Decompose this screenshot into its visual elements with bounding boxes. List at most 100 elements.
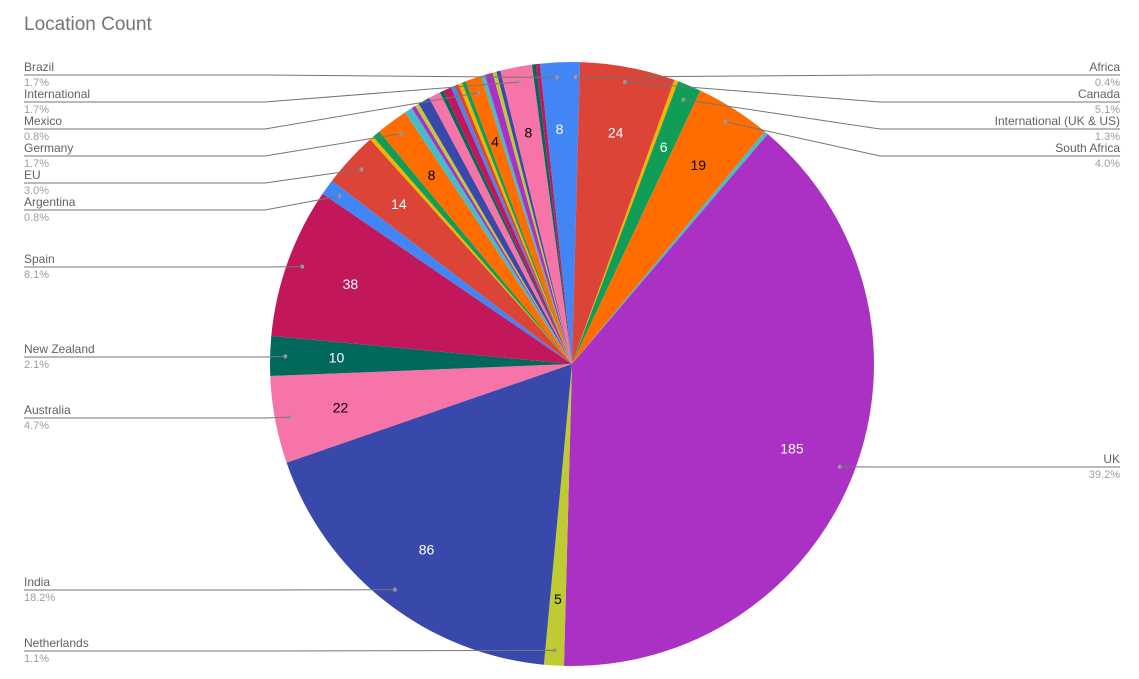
legend-label-percent: 0.4% bbox=[1095, 77, 1120, 89]
pie-slice[interactable] bbox=[415, 103, 572, 364]
legend-label-name: Brazil bbox=[24, 60, 54, 74]
legend-label-name: New Zealand bbox=[24, 342, 95, 356]
legend-label-name: Canada bbox=[1078, 87, 1120, 101]
legend-label-name: Germany bbox=[24, 141, 73, 155]
pie-slice-argentina[interactable] bbox=[322, 180, 572, 364]
pie-slice[interactable] bbox=[531, 64, 572, 365]
legend-label-percent: 4.7% bbox=[24, 420, 49, 432]
slice-value-label: 22 bbox=[333, 400, 349, 416]
leader-line bbox=[24, 195, 340, 211]
legend-label-percent: 1.7% bbox=[24, 158, 49, 170]
leader-line bbox=[625, 81, 1120, 103]
slice-value-label: 24 bbox=[608, 125, 624, 141]
pie-slice-eu[interactable] bbox=[332, 139, 572, 364]
legend-label-percent: 0.8% bbox=[24, 131, 49, 143]
legend-label-percent: 39.2% bbox=[1089, 469, 1120, 481]
legend-label-percent: 5.1% bbox=[1095, 104, 1120, 116]
slice-value-labels: 24 6 19 185 5 86 22 10 38 14 8 4 8 8 bbox=[329, 121, 804, 607]
pie-slice[interactable] bbox=[535, 63, 572, 365]
pie-slice-africa[interactable] bbox=[572, 62, 581, 364]
pie-slice[interactable] bbox=[462, 81, 572, 364]
pie-slice[interactable] bbox=[454, 84, 572, 364]
leader-line bbox=[24, 74, 557, 79]
pie-slice-australia[interactable] bbox=[270, 364, 572, 463]
leader-line bbox=[683, 99, 1120, 130]
pie-slice[interactable] bbox=[370, 136, 572, 364]
legend-label-percent: 0.8% bbox=[24, 212, 49, 224]
pie-slice[interactable] bbox=[411, 105, 572, 364]
slice-value-label: 38 bbox=[343, 276, 359, 292]
legend-label-percent: 1.3% bbox=[1095, 131, 1120, 143]
slice-value-label: 86 bbox=[419, 541, 435, 557]
pie-slice-international[interactable] bbox=[500, 64, 572, 364]
pie-slice-new-zealand[interactable] bbox=[270, 335, 572, 377]
leader-line bbox=[24, 81, 519, 103]
legend-label-percent: 3.0% bbox=[24, 185, 49, 197]
legend-label-name: Spain bbox=[24, 252, 55, 266]
pie-slice[interactable] bbox=[373, 131, 572, 364]
leader-line bbox=[24, 649, 555, 652]
legend-label-name: International (UK & US) bbox=[995, 114, 1120, 128]
legend-label-name: Australia bbox=[24, 403, 71, 417]
legend-label-name: Africa bbox=[1089, 60, 1120, 74]
slice-value-label: 4 bbox=[491, 133, 499, 149]
pie-slice[interactable] bbox=[480, 74, 572, 364]
pie-slice[interactable] bbox=[572, 79, 679, 365]
leader-line bbox=[24, 355, 286, 358]
legend-label-percent: 1.7% bbox=[24, 77, 49, 89]
legend-label-name: Netherlands bbox=[24, 636, 89, 650]
legend-label-percent: 1.7% bbox=[24, 104, 49, 116]
legend-label-name: International bbox=[24, 87, 90, 101]
leader-lines: Africa 0.4%Canada 5.1%International (UK & … bbox=[24, 60, 1120, 665]
legend-label-percent: 2.1% bbox=[24, 359, 49, 371]
slice-value-label: 8 bbox=[556, 121, 564, 137]
pie-slice[interactable] bbox=[405, 107, 572, 365]
leader-line bbox=[725, 121, 1120, 157]
pie-slice[interactable] bbox=[443, 87, 572, 364]
legend-label-name: EU bbox=[24, 168, 41, 182]
pie-slice[interactable] bbox=[496, 70, 572, 364]
chart-title: Location Count bbox=[24, 14, 152, 35]
pie-slice[interactable] bbox=[458, 82, 572, 364]
slice-value-label: 185 bbox=[780, 440, 804, 456]
pie-slice-spain[interactable] bbox=[271, 193, 572, 364]
pie-slice[interactable] bbox=[450, 85, 572, 364]
legend-label-name: UK bbox=[1103, 452, 1120, 466]
leader-line bbox=[575, 74, 1120, 78]
leader-line bbox=[24, 416, 291, 419]
slice-value-label: 14 bbox=[391, 196, 407, 212]
slice-value-label: 8 bbox=[524, 125, 532, 141]
slice-value-label: 5 bbox=[554, 591, 562, 607]
legend-label-percent: 1.1% bbox=[24, 653, 49, 665]
legend-label-percent: 18.2% bbox=[24, 592, 55, 604]
legend-label-name: Mexico bbox=[24, 114, 62, 128]
pie-slice[interactable] bbox=[439, 90, 572, 364]
pie-slice-uk[interactable] bbox=[563, 134, 874, 667]
legend-label-percent: 4.0% bbox=[1095, 158, 1120, 170]
pie-slice[interactable] bbox=[484, 72, 572, 364]
pie-slice-brazil[interactable] bbox=[539, 62, 572, 364]
slice-value-label: 19 bbox=[690, 157, 706, 173]
pie-slice[interactable] bbox=[492, 71, 572, 365]
pie-slice-netherlands[interactable] bbox=[543, 364, 572, 666]
slice-value-label: 10 bbox=[329, 350, 345, 366]
legend-label-percent: 8.1% bbox=[24, 269, 49, 281]
legend-label-name: Argentina bbox=[24, 195, 76, 209]
legend-label-name: India bbox=[24, 575, 50, 589]
pie-slice-south-africa[interactable] bbox=[572, 90, 765, 364]
legend-label-name: South Africa bbox=[1055, 141, 1120, 155]
pie-slice[interactable] bbox=[572, 131, 768, 364]
pie-slice-germany[interactable] bbox=[379, 112, 572, 364]
pie-slice[interactable] bbox=[418, 97, 572, 364]
slice-value-label: 8 bbox=[428, 167, 436, 183]
pie-slice-canada[interactable] bbox=[572, 62, 675, 364]
pie-slice-mexico[interactable] bbox=[465, 76, 572, 364]
slice-value-label: 6 bbox=[660, 139, 668, 155]
leader-line bbox=[24, 133, 401, 157]
pie-slice[interactable] bbox=[429, 92, 572, 364]
pie-slice-international-uk-us[interactable] bbox=[572, 81, 701, 364]
pie-slices bbox=[270, 62, 874, 667]
pie-slice-india[interactable] bbox=[286, 364, 572, 665]
leader-line bbox=[24, 92, 479, 130]
